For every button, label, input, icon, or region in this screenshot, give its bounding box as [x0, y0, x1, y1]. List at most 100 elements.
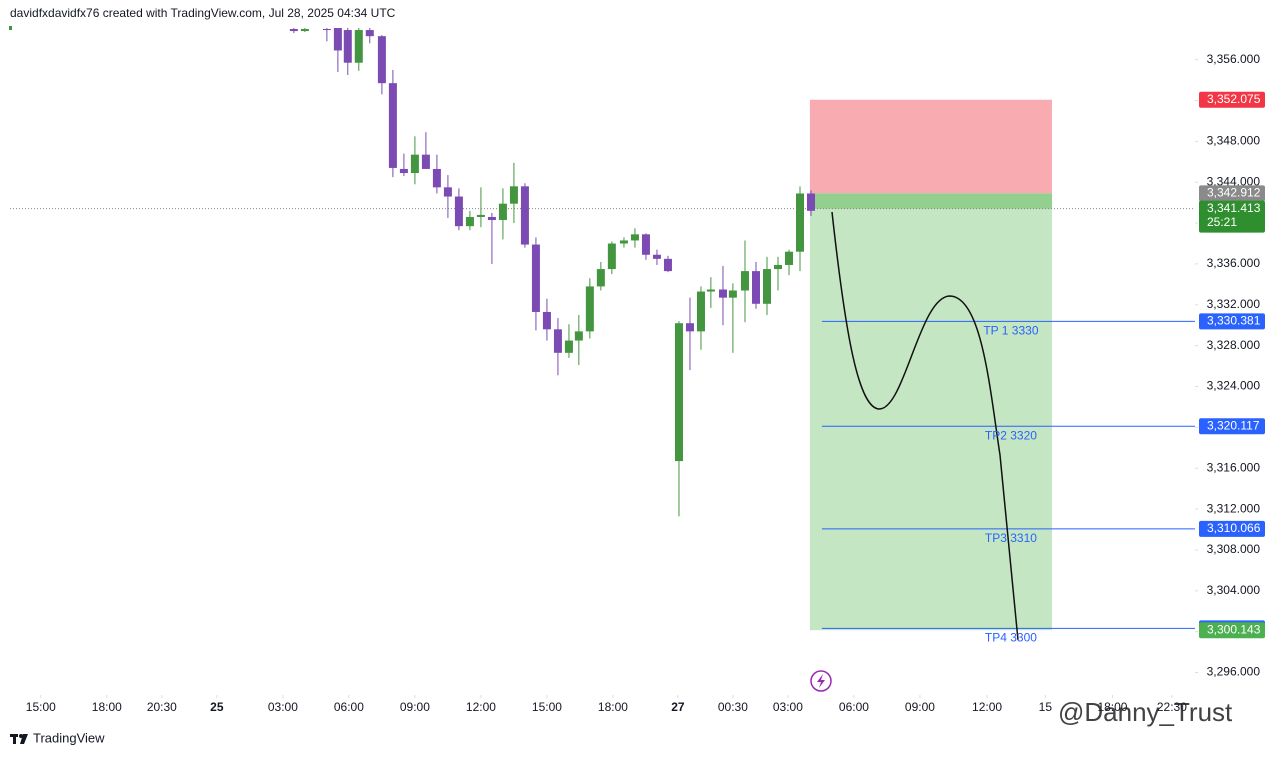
- grid-layer: [10, 59, 1198, 698]
- stop-zone: [809, 99, 1052, 194]
- candle-body: [728, 290, 737, 298]
- label-layer: 3,296.0003,300.0003,304.0003,308.0003,31…: [26, 52, 1265, 714]
- candle-body: [674, 323, 683, 462]
- take-profit-text: TP2 3320: [985, 428, 1037, 442]
- candle-body: [421, 154, 430, 169]
- current-price-tag: [1199, 200, 1265, 233]
- take-profit-text: TP 1 3330: [983, 324, 1038, 338]
- x-tick-label: 18:00: [92, 700, 122, 714]
- projection-curve: [831, 211, 1019, 641]
- candle-body: [706, 289, 715, 292]
- y-tick-label: 3,328.000: [1207, 338, 1261, 352]
- take-profit-text: TP3 3310: [985, 531, 1037, 545]
- x-tick-label: 22:30: [1157, 700, 1187, 714]
- candle-body: [377, 36, 386, 84]
- x-tick-label: 06:00: [839, 700, 869, 714]
- y-tick-label: 3,296.000: [1207, 665, 1261, 679]
- candle-body: [773, 264, 782, 270]
- candle-body: [443, 187, 452, 197]
- candle-body: [762, 269, 771, 304]
- x-tick-label: 12:00: [972, 700, 1002, 714]
- candle-body: [740, 271, 749, 291]
- take-profit-tag-label: 3,330.381: [1207, 314, 1261, 328]
- target-tag-label: 3,300.143: [1207, 622, 1261, 636]
- x-tick-label: 20:30: [147, 700, 177, 714]
- x-tick-label: 15:00: [532, 700, 562, 714]
- x-tick-label: 06:00: [334, 700, 364, 714]
- candle-body: [300, 29, 309, 32]
- footer-logo: [10, 734, 28, 744]
- stop-tag: [1199, 91, 1265, 108]
- x-tick-label: 00:30: [718, 700, 748, 714]
- x-tick-label: 03:00: [268, 700, 298, 714]
- candle-body: [663, 258, 672, 272]
- footer-brand: TradingView: [33, 730, 105, 745]
- header-text: davidfxdavidfx76 created with TradingVie…: [10, 6, 396, 20]
- take-profit-tag: [1199, 418, 1265, 435]
- alert-icon[interactable]: [810, 670, 832, 692]
- x-tick-label: 25: [210, 700, 224, 714]
- take-profit-tag-label: 3,310.066: [1207, 521, 1261, 535]
- candle-body: [410, 154, 419, 174]
- candle-body: [388, 83, 397, 168]
- candle-body: [498, 203, 507, 221]
- x-tick-label: 15: [1039, 700, 1053, 714]
- y-tick-label: 3,344.000: [1207, 174, 1261, 188]
- take-profit-text: TP4 3300: [985, 631, 1037, 645]
- candle-body: [553, 329, 562, 353]
- candle-body: [630, 234, 639, 241]
- candle-body: [585, 286, 594, 332]
- candle-body: [289, 29, 298, 32]
- candle-body: [696, 291, 705, 332]
- candle-body: [542, 311, 551, 330]
- candle-layer: [289, 28, 816, 517]
- y-tick-label: 3,304.000: [1207, 583, 1261, 597]
- x-tick-label: 18:00: [598, 700, 628, 714]
- candle-body: [607, 243, 616, 270]
- entry-tag: [1199, 185, 1265, 202]
- candle-body: [476, 214, 485, 217]
- take-profit-tag-label: 3,320.117: [1207, 418, 1260, 432]
- candle-body: [354, 30, 363, 63]
- candle-body: [531, 244, 540, 312]
- x-tick-label: 18:00: [1097, 700, 1127, 714]
- candle-body: [432, 168, 441, 188]
- x-tick-label: 09:00: [400, 700, 430, 714]
- candle-body: [652, 254, 661, 259]
- candle-body: [454, 196, 463, 227]
- x-tick-label: 15:00: [26, 700, 56, 714]
- y-tick-label: 3,356.000: [1207, 52, 1261, 66]
- watermark: @Danny_Trust: [1058, 697, 1233, 727]
- y-tick-label: 3,308.000: [1207, 542, 1261, 556]
- y-tick-label: 3,316.000: [1207, 460, 1261, 474]
- y-tick-label: 3,324.000: [1207, 379, 1261, 393]
- target-tag: [1199, 622, 1265, 639]
- x-tick-label: 09:00: [905, 700, 935, 714]
- candle-body: [520, 186, 529, 245]
- candle-body: [751, 271, 760, 304]
- entry-tag-label: 3,342.912: [1207, 186, 1261, 200]
- stop-tag-label: 3,352.075: [1207, 92, 1261, 106]
- target-zone: [809, 193, 1052, 631]
- current-price-tag-countdown: 25:21: [1207, 215, 1237, 229]
- x-tick-label: 12:00: [466, 700, 496, 714]
- candle-body: [399, 168, 408, 174]
- y-tick-label: 3,332.000: [1207, 297, 1261, 311]
- candle-body: [784, 251, 793, 265]
- corner-mark: [9, 26, 12, 30]
- candle-body: [333, 28, 342, 51]
- position-layer: [809, 99, 1052, 631]
- candle-body: [807, 193, 816, 211]
- y-tick-label: 3,312.000: [1207, 501, 1261, 515]
- take-profit-tag: [1199, 520, 1265, 537]
- candle-body: [365, 30, 374, 37]
- candle-body: [343, 30, 352, 63]
- candle-body: [641, 234, 650, 255]
- candle-body: [574, 331, 583, 341]
- candle-body: [596, 269, 605, 287]
- candle-body: [718, 289, 727, 298]
- take-profit-tag: [1199, 313, 1265, 330]
- candle-body: [322, 29, 331, 31]
